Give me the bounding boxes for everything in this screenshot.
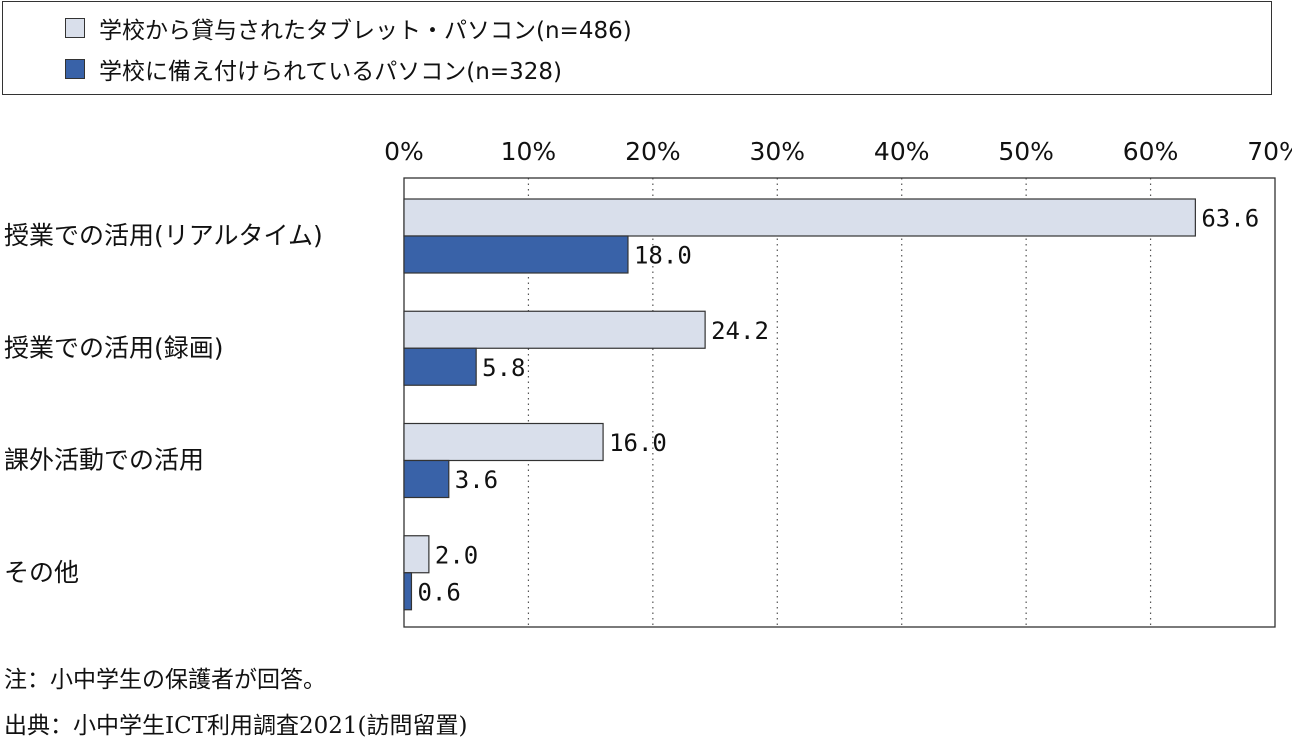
x-tick-label: 50% — [998, 137, 1054, 166]
bar-school-lent-devices — [403, 422, 604, 462]
chart-note: 注：小中学生の保護者が回答。 — [4, 667, 326, 693]
x-tick-label: 10% — [501, 137, 557, 166]
bar-school-lent-devices — [403, 535, 430, 574]
legend-item-school-installed-pcs: 学校に備え付けられているパソコン(n=328) — [65, 54, 563, 85]
x-tick-label: 40% — [874, 137, 930, 166]
category-label: 課外活動での活用 — [4, 446, 204, 475]
legend-swatch-light — [65, 18, 85, 38]
plot-frame — [403, 177, 1276, 628]
chart-source: 出典：小中学生ICT利用調査2021(訪問留置) — [4, 713, 468, 739]
data-label: 63.6 — [1201, 205, 1259, 233]
data-label: 5.8 — [482, 354, 525, 382]
legend-swatch-dark — [65, 59, 85, 79]
bar-school-installed-pcs — [403, 459, 450, 499]
data-label: 24.2 — [711, 317, 769, 345]
legend-box: 学校から貸与されたタブレット・パソコン(n=486) 学校に備え付けられているパ… — [2, 1, 1272, 95]
legend-item-school-lent-devices: 学校から貸与されたタブレット・パソコン(n=486) — [65, 13, 632, 44]
data-label: 3.6 — [455, 466, 498, 494]
x-tick-label: 0% — [384, 137, 424, 166]
data-label: 18.0 — [634, 242, 692, 270]
category-label: その他 — [4, 558, 79, 587]
bar-school-lent-devices — [403, 310, 706, 349]
bar-school-lent-devices — [403, 198, 1196, 237]
category-label: 授業での活用(リアルタイム) — [4, 221, 323, 250]
bar-school-installed-pcs — [403, 347, 477, 386]
category-label: 授業での活用(録画) — [4, 333, 224, 362]
legend-label-school-lent-devices: 学校から貸与されたタブレット・パソコン(n=486) — [99, 18, 632, 44]
bar-school-installed-pcs — [403, 235, 629, 274]
x-tick-label: 20% — [625, 137, 681, 166]
bar-school-installed-pcs — [403, 572, 413, 611]
data-label: 2.0 — [435, 541, 478, 569]
x-tick-label: 70% — [1247, 137, 1292, 166]
legend-label-school-installed-pcs: 学校に備え付けられているパソコン(n=328) — [99, 59, 563, 85]
x-tick-label: 60% — [1123, 137, 1179, 166]
data-label: 16.0 — [609, 429, 667, 457]
x-tick-label: 30% — [749, 137, 805, 166]
data-label: 0.6 — [417, 578, 460, 606]
